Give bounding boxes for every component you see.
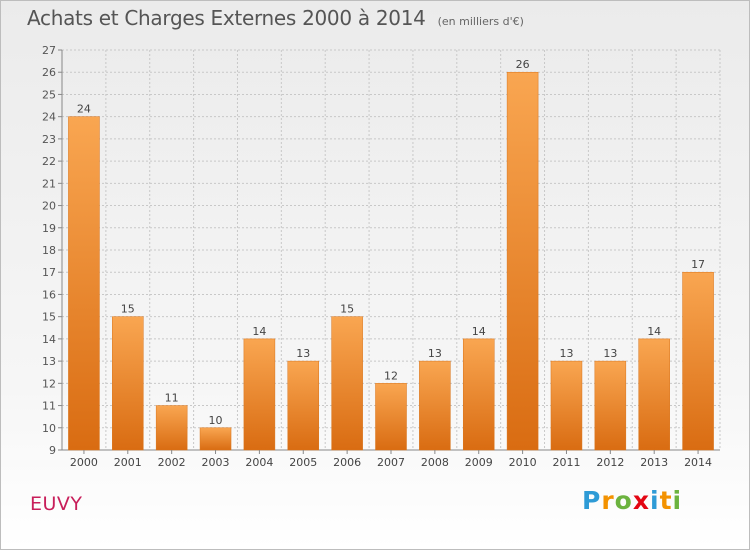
bar-2010 [506,71,539,451]
city-name: EUVY [30,493,83,515]
logo-letter: i [672,486,683,515]
x-tick-label: 2002 [158,456,186,469]
bar-2001 [112,316,144,451]
bar-2008 [419,360,451,451]
x-tick-label: 2005 [289,456,317,469]
bar-2000 [68,116,100,451]
data-label: 15 [340,303,354,316]
x-tick-label: 2003 [202,456,230,469]
data-label: 24 [77,103,91,116]
x-tick-label: 2012 [596,456,624,469]
logo-letter: t [659,486,673,515]
bar-2014 [682,271,714,451]
x-tick-label: 2009 [465,456,493,469]
data-label: 15 [121,303,135,316]
data-label: 14 [252,325,266,338]
y-tick-label: 20 [42,200,56,213]
data-label: 10 [209,414,223,427]
data-label: 17 [691,258,705,271]
y-tick-label: 26 [42,66,56,79]
y-tick-label: 24 [42,111,56,124]
y-tick-label: 12 [42,377,56,390]
y-tick-label: 16 [42,288,56,301]
x-tick-label: 2004 [245,456,273,469]
x-tick-label: 2007 [377,456,405,469]
data-label: 13 [603,347,617,360]
bar-2005 [287,360,320,451]
y-tick-label: 21 [42,177,56,190]
y-tick-label: 15 [42,311,56,324]
x-tick-label: 2001 [114,456,142,469]
y-tick-label: 18 [42,244,56,257]
bar-2013 [638,338,670,451]
x-tick-label: 2000 [70,456,98,469]
y-tick-label: 17 [42,266,56,279]
bar-2009 [462,338,495,451]
chart-subtitle: (en milliers d'€) [437,15,524,28]
bar-2003 [199,427,232,451]
x-tick-label: 2008 [421,456,449,469]
bar-2004 [243,338,276,451]
data-label: 13 [428,347,442,360]
y-tick-label: 22 [42,155,56,168]
logo-letter: r [601,486,615,515]
bar-2006 [331,316,363,451]
x-tick-label: 2013 [640,456,668,469]
x-tick-label: 2010 [509,456,537,469]
data-label: 14 [647,325,661,338]
proxiti-logo: Proxiti [582,486,682,515]
y-tick-label: 14 [42,333,56,346]
y-tick-label: 13 [42,355,56,368]
logo-letter: x [632,486,650,515]
logo-letter: P [582,486,602,515]
y-tick-label: 23 [42,133,56,146]
data-label: 26 [516,58,530,71]
x-tick-label: 2006 [333,456,361,469]
data-label: 13 [559,347,573,360]
bar-2012 [594,360,627,451]
y-tick-label: 9 [49,444,56,457]
x-tick-label: 2011 [552,456,580,469]
bar-2011 [550,360,583,451]
bar-2002 [155,405,188,451]
y-tick-label: 11 [42,400,56,413]
chart-title: Achats et Charges Externes 2000 à 2014 (… [27,6,524,30]
y-tick-label: 27 [42,44,56,57]
data-label: 11 [165,392,179,405]
logo-letter: i [650,486,660,515]
chart-title-text: Achats et Charges Externes 2000 à 2014 [27,6,426,30]
bar-2007 [375,383,407,451]
data-label: 14 [472,325,486,338]
y-tick-label: 19 [42,222,56,235]
logo-letter: o [614,486,633,515]
data-label: 12 [384,369,398,382]
y-tick-label: 10 [42,422,56,435]
data-label: 13 [296,347,310,360]
y-tick-label: 25 [42,88,56,101]
x-tick-label: 2014 [684,456,712,469]
